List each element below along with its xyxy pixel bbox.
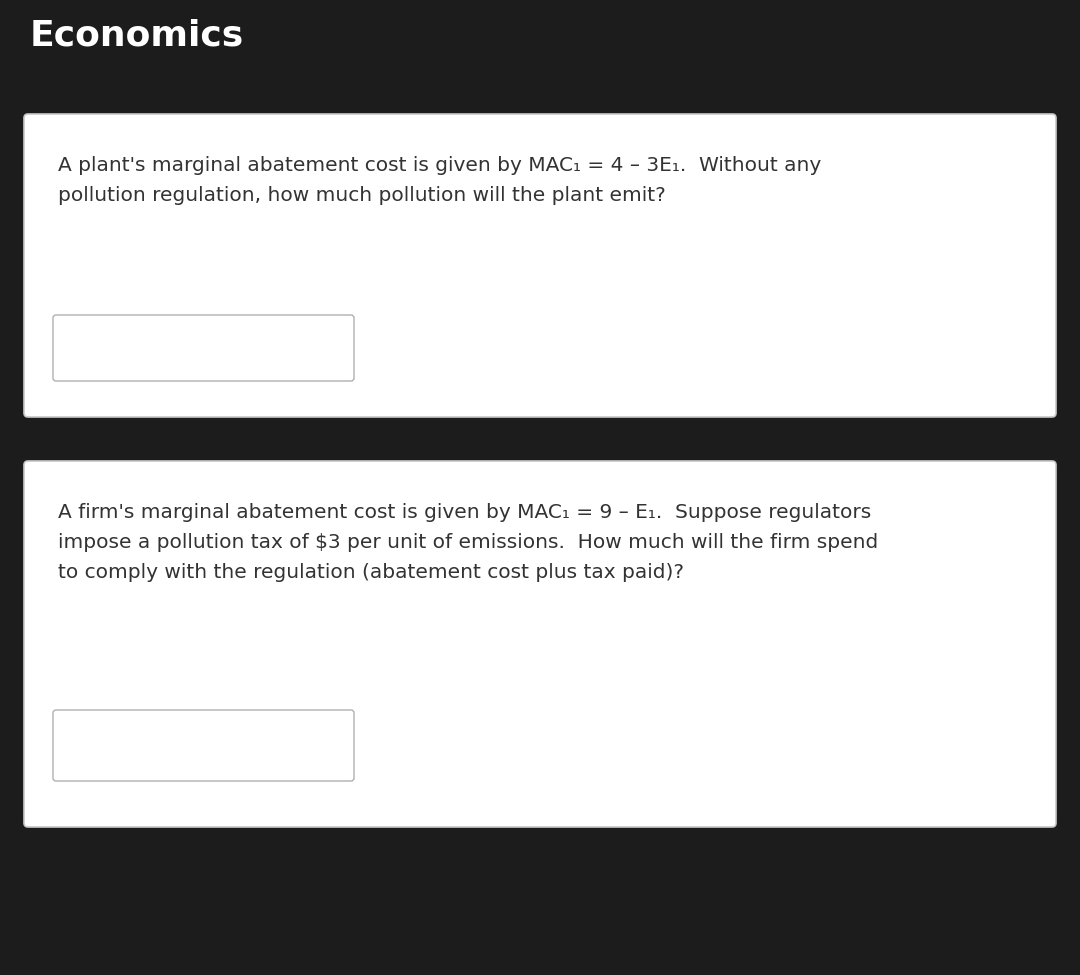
- Text: A plant's marginal abatement cost is given by MAC₁ = 4 – 3E₁.  Without any: A plant's marginal abatement cost is giv…: [58, 156, 821, 175]
- Text: impose a pollution tax of $3 per unit of emissions.  How much will the firm spen: impose a pollution tax of $3 per unit of…: [58, 533, 878, 552]
- Text: to comply with the regulation (abatement cost plus tax paid)?: to comply with the regulation (abatement…: [58, 563, 684, 582]
- FancyBboxPatch shape: [53, 315, 354, 381]
- FancyBboxPatch shape: [53, 710, 354, 781]
- FancyBboxPatch shape: [24, 114, 1056, 417]
- FancyBboxPatch shape: [24, 461, 1056, 827]
- Text: Economics: Economics: [30, 18, 244, 52]
- Text: pollution regulation, how much pollution will the plant emit?: pollution regulation, how much pollution…: [58, 186, 665, 205]
- Text: A firm's marginal abatement cost is given by MAC₁ = 9 – E₁.  Suppose regulators: A firm's marginal abatement cost is give…: [58, 503, 872, 522]
